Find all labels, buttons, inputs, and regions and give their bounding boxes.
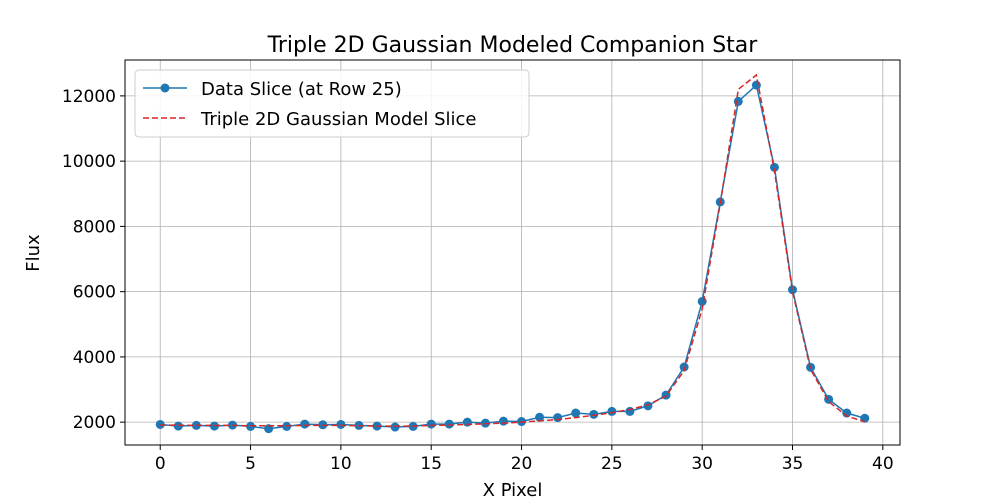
- data-point: [462, 417, 472, 427]
- data-point: [553, 413, 563, 423]
- plot-frame: [124, 59, 901, 446]
- plot-series: [155, 73, 870, 434]
- y-tick-label: 6000: [73, 283, 116, 303]
- data-point: [697, 296, 707, 306]
- y-tick-label: 2000: [73, 413, 116, 433]
- x-tick-label: 0: [155, 454, 166, 474]
- x-tick-label: 15: [420, 454, 442, 474]
- x-tick-label: 10: [330, 454, 352, 474]
- y-tick-label: 4000: [73, 348, 116, 368]
- x-tick-label: 40: [872, 454, 894, 474]
- data-point: [589, 409, 599, 419]
- legend-data-marker: [160, 83, 170, 93]
- data-point: [643, 401, 653, 411]
- data-point: [426, 419, 436, 429]
- x-tick-label: 25: [601, 454, 623, 474]
- data-point: [607, 406, 617, 416]
- data-point: [444, 419, 454, 429]
- y-tick-label: 12000: [62, 87, 116, 107]
- grid: [125, 60, 900, 445]
- data-point: [842, 408, 852, 418]
- x-axis-label: X Pixel: [483, 480, 543, 500]
- data-point: [390, 422, 400, 432]
- data-point: [769, 162, 779, 172]
- legend-box: [134, 69, 530, 138]
- data-series-line: [160, 83, 865, 430]
- data-point: [751, 80, 761, 90]
- data-point: [679, 362, 689, 372]
- data-point: [571, 408, 581, 418]
- data-point: [300, 419, 310, 429]
- data-point: [788, 285, 798, 295]
- x-tick-label: 30: [691, 454, 713, 474]
- legend-label-model: Triple 2D Gaussian Model Slice: [200, 109, 476, 130]
- x-tick-label: 5: [245, 454, 256, 474]
- data-point: [155, 419, 165, 429]
- x-tick-label: 35: [782, 454, 804, 474]
- chart-title: Triple 2D Gaussian Modeled Companion Sta…: [267, 33, 759, 58]
- y-tick-label: 10000: [62, 152, 116, 172]
- data-point: [498, 416, 508, 426]
- data-point: [535, 412, 545, 422]
- data-point: [336, 419, 346, 429]
- model-series-line: [160, 73, 866, 427]
- y-tick-label: 8000: [73, 217, 116, 237]
- legend: Data Slice (at Row 25) Triple 2D Gaussia…: [134, 69, 530, 138]
- y-axis-label: Flux: [23, 234, 44, 272]
- x-tick-label: 20: [511, 454, 533, 474]
- legend-label-data: Data Slice (at Row 25): [201, 79, 402, 100]
- data-point: [173, 421, 183, 431]
- axis-ticks: 0 5 10 15 20 25 30 35 40 2000 4000 6000 8000 10000 120…: [62, 87, 894, 474]
